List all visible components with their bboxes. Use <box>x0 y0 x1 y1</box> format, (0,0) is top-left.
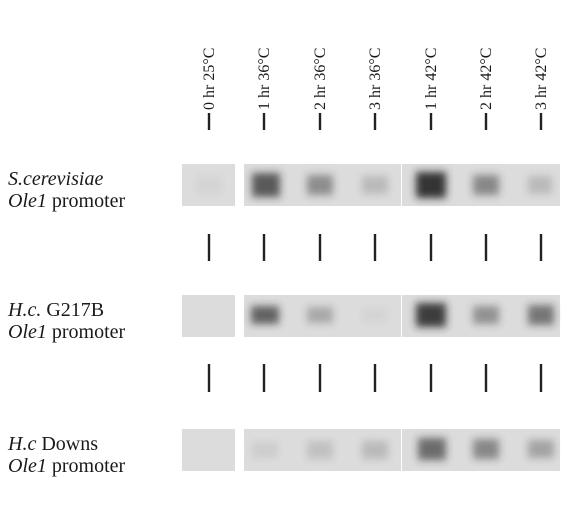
lane-label: 3 hr 42°C <box>533 48 550 110</box>
row-label-line: Ole1 promoter <box>8 190 126 212</box>
lane-label: 2 hr 42°C <box>478 48 495 110</box>
lane-label: 3 hr 36°C <box>367 48 384 110</box>
row-label-segment: promoter <box>47 190 126 212</box>
figure: 0 hr 25°C 1 hr 36°C 2 hr 36°C 3 hr 36°C 1 hr… <box>0 0 564 517</box>
row-label-segment: Ole1 <box>8 190 47 212</box>
row-label-line: H.c Downs <box>7 433 98 455</box>
row-label-segment: H.c. <box>7 299 41 321</box>
lane-label: 1 hr 42°C <box>423 48 440 110</box>
row-label-segment: Ole1 <box>8 455 47 477</box>
row-label-segment: Ole1 <box>8 321 47 343</box>
lane-labels: 0 hr 25°C 1 hr 36°C 2 hr 36°C 3 hr 36°C 1 hr… <box>201 48 550 130</box>
row-label-line: S.cerevisiae <box>8 168 103 190</box>
row-label-segment: S.cerevisiae <box>8 168 103 190</box>
row-label-segment: H.c <box>7 433 36 455</box>
row-label-segment: promoter <box>47 321 126 343</box>
lane-label: 0 hr 25°C <box>201 48 218 110</box>
row-label-segment: Downs <box>36 433 98 455</box>
row-label-line: H.c. G217B <box>7 299 104 321</box>
row-label-segment: G217B <box>41 299 104 321</box>
lane-label: 2 hr 36°C <box>312 48 329 110</box>
row-label-segment: promoter <box>47 455 126 477</box>
row-label-line: Ole1 promoter <box>8 321 126 343</box>
lane-label: 1 hr 36°C <box>256 48 273 110</box>
row-label-line: Ole1 promoter <box>8 455 126 477</box>
